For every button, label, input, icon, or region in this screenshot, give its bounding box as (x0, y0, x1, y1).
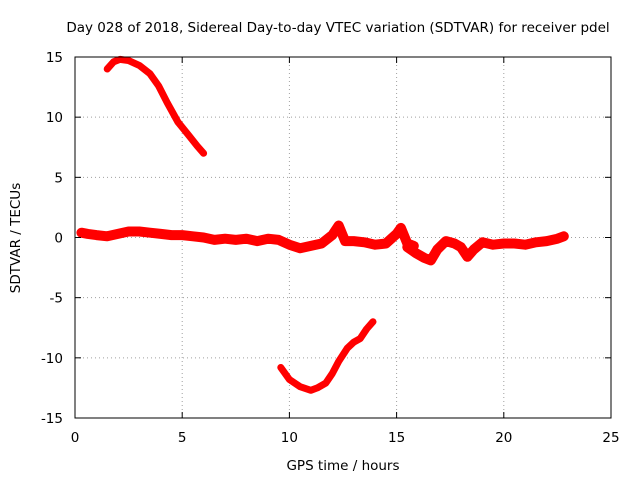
axis-ticks (74, 56, 612, 419)
x-tick-label: 5 (178, 430, 187, 446)
x-tick-label: 20 (495, 430, 512, 446)
x-tick-label: 15 (388, 430, 405, 446)
x-tick-label: 10 (281, 430, 298, 446)
y-tick-label: 10 (46, 110, 63, 126)
y-tick-label: -15 (41, 411, 63, 427)
chart-title: Day 028 of 2018, Sidereal Day-to-day VTE… (66, 20, 609, 36)
y-axis-label: SDTVAR / TECUs (8, 183, 24, 293)
y-tick-label: -5 (50, 291, 63, 307)
x-tick-labels: 0 5 10 15 20 25 (71, 430, 620, 446)
x-tick-label: 25 (602, 430, 619, 446)
series-line-1 (103, 55, 208, 157)
y-tick-label: 0 (54, 231, 63, 247)
series-line-3 (402, 231, 569, 266)
x-tick-label: 0 (71, 430, 80, 446)
y-tick-label: -10 (41, 351, 63, 367)
series-layer (76, 55, 569, 394)
series-line-4 (277, 318, 377, 394)
series-line-2 (76, 220, 419, 254)
x-axis-label: GPS time / hours (286, 458, 399, 474)
y-tick-label: 15 (46, 50, 63, 66)
y-tick-label: 5 (54, 170, 63, 186)
y-tick-labels: -15 -10 -5 0 5 10 15 (41, 50, 63, 427)
